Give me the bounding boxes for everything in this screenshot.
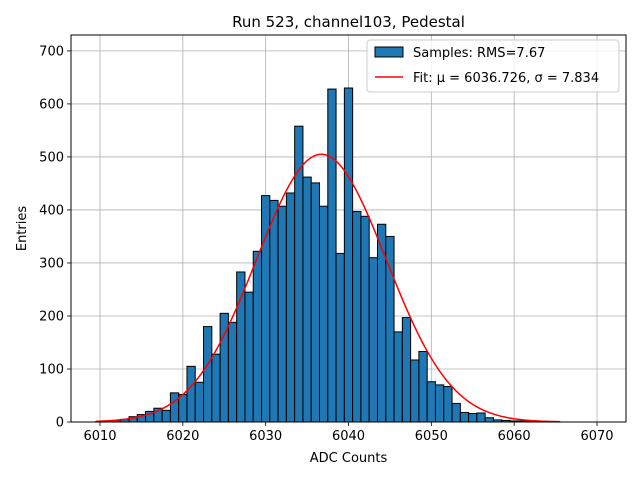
histogram-bar	[352, 211, 362, 423]
histogram-bar	[302, 176, 312, 423]
histogram-bar	[244, 291, 254, 423]
legend-swatch-histogram	[374, 46, 404, 58]
histogram-bar	[310, 182, 321, 423]
histogram-bar	[236, 271, 246, 423]
y-tick-label: 100	[39, 362, 64, 377]
histogram-bar	[178, 393, 188, 423]
histogram-bar	[401, 317, 412, 423]
legend-label-fit: Fit: μ = 6036.726, σ = 7.834	[413, 71, 599, 86]
y-tick-label: 600	[39, 97, 64, 112]
histogram-bar	[161, 409, 171, 423]
histogram-bar	[393, 331, 403, 423]
legend-label-histogram: Samples: RMS=7.67	[413, 46, 545, 61]
y-tick-label: 700	[39, 44, 64, 59]
histogram-bar	[368, 257, 378, 423]
histogram-bar	[484, 417, 494, 423]
histogram-bar	[186, 365, 196, 423]
y-tick-label: 400	[39, 203, 64, 218]
histogram-bar	[468, 413, 478, 423]
histogram-bar	[285, 192, 296, 423]
legend-box	[366, 39, 620, 93]
histogram-bar	[476, 412, 486, 423]
x-tick-label: 6060	[498, 429, 531, 444]
histogram-bar	[319, 205, 329, 423]
gaussian-fit-curve	[95, 153, 560, 423]
histogram-bar	[327, 88, 337, 423]
histogram-bar	[211, 353, 221, 423]
legend: Samples: RMS=7.67 Fit: μ = 6036.726, σ =…	[366, 39, 620, 93]
y-tick-label: 500	[39, 150, 64, 165]
histogram-bar	[434, 384, 445, 423]
axis-ticks: 6010 6020 6030 6040 6050 6060 6070 0 100 200 300 40…	[39, 44, 613, 444]
histogram-bar	[194, 381, 205, 423]
fit-curve-layer	[95, 153, 560, 423]
histogram-bar	[360, 215, 370, 423]
histogram-bar	[203, 326, 213, 423]
x-tick-label: 6040	[332, 429, 365, 444]
x-tick-label: 6070	[580, 429, 613, 444]
histogram-bar	[335, 252, 345, 423]
y-tick-label: 0	[56, 416, 64, 431]
histogram-bar	[252, 250, 263, 423]
x-tick-label: 6010	[83, 429, 116, 444]
histogram-bar	[277, 205, 287, 423]
x-tick-label: 6020	[166, 429, 199, 444]
histogram-bar	[169, 392, 180, 423]
y-axis-title: Entries	[15, 206, 30, 252]
x-tick-label: 6030	[249, 429, 282, 444]
x-axis-title: ADC Counts	[310, 451, 388, 466]
histogram-bar	[459, 411, 470, 423]
y-tick-label: 200	[39, 309, 64, 324]
histogram-bar	[426, 381, 436, 423]
chart-title: Run 523, channel103, Pedestal	[232, 13, 465, 31]
histogram-bar	[385, 235, 395, 423]
histogram-bar	[443, 385, 453, 423]
histogram-bar	[451, 402, 461, 423]
histogram-bar	[410, 359, 420, 423]
histogram-bar	[418, 350, 428, 423]
x-tick-label: 6050	[415, 429, 448, 444]
histogram-bars	[95, 87, 561, 423]
y-tick-label: 300	[39, 256, 64, 271]
histogram-bar	[227, 321, 238, 423]
histogram-bar	[343, 87, 354, 423]
histogram-bar	[269, 199, 279, 423]
